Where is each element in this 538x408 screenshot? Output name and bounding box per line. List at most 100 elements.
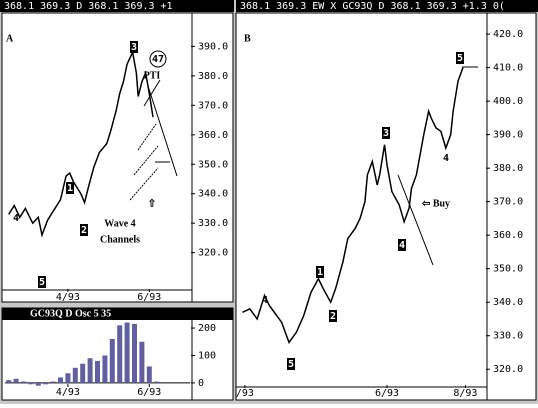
annotation: 1 — [317, 267, 323, 278]
annotation: 5 — [288, 359, 294, 370]
annotation: Wave 4 — [104, 218, 135, 229]
y-tick-label: 390.0 — [493, 130, 523, 141]
y-tick-label: 0 — [198, 378, 204, 389]
osc-bar — [146, 366, 152, 383]
annotation: PTI — [144, 70, 161, 81]
panel-b — [235, 12, 537, 401]
header-a-bg — [0, 0, 234, 12]
osc-bar — [6, 380, 12, 383]
osc-bar — [35, 382, 41, 386]
osc-bar — [13, 378, 19, 383]
annotation: ⇦ Buy — [421, 198, 450, 209]
annotation: 5 — [457, 53, 463, 64]
osc-bar — [65, 373, 71, 383]
y-tick-label: 420.0 — [493, 29, 523, 40]
osc-bar — [124, 322, 130, 383]
wave-box — [316, 266, 324, 278]
y-tick-label: 370.0 — [493, 197, 523, 208]
osc-bar — [154, 381, 160, 383]
y-tick-label: 340.0 — [198, 189, 228, 200]
osc-bar — [28, 382, 34, 385]
osc-bar — [95, 360, 100, 383]
y-tick-label: 330.0 — [198, 218, 228, 229]
y-tick-label: 100 — [198, 350, 216, 361]
osc-bar — [21, 381, 26, 383]
price-line — [242, 67, 464, 345]
osc-bar — [58, 377, 63, 383]
channel-line — [129, 167, 159, 201]
header-osc-bg — [2, 308, 233, 320]
y-tick-label: 330.0 — [493, 331, 523, 342]
wave-box — [38, 276, 46, 288]
y-tick-label: 410.0 — [493, 63, 523, 74]
y-tick-label: 360.0 — [198, 130, 228, 141]
header-b-bg — [236, 0, 538, 12]
x-tick-label: 4/93 — [56, 387, 80, 398]
annotation: 4 — [13, 213, 19, 224]
annotation: 47 — [152, 54, 164, 65]
osc-bar — [87, 358, 93, 383]
osc-bar — [139, 341, 145, 383]
annotation: 5 — [39, 277, 45, 288]
wave-box — [456, 52, 464, 64]
annotation: 3 — [383, 128, 389, 139]
x-tick-label: 6/93 — [137, 292, 161, 303]
annotation: 4 — [443, 153, 449, 164]
panel-title: A — [6, 33, 14, 44]
y-tick-label: 320.0 — [198, 248, 228, 259]
annotation: 1 — [67, 183, 73, 194]
x-tick-label: 6/93 — [137, 387, 161, 398]
y-tick-label: 380.0 — [493, 163, 523, 174]
osc-bar — [80, 363, 86, 383]
y-tick-label: 340.0 — [493, 297, 523, 308]
wave-box — [398, 239, 406, 251]
x-tick-label: 8/93 — [453, 388, 477, 399]
osc-bar — [50, 381, 56, 383]
panel-title: B — [244, 33, 251, 44]
osc-bar — [109, 339, 115, 383]
panel-a — [1, 12, 234, 303]
y-tick-label: 400.0 — [493, 96, 523, 107]
osc-bar — [102, 355, 108, 383]
wave-box — [80, 224, 88, 236]
wave-box — [66, 182, 74, 194]
wave-box — [382, 127, 390, 139]
y-tick-label: 390.0 — [198, 41, 228, 52]
y-tick-label: 350.0 — [198, 159, 228, 170]
wave-box — [329, 310, 337, 322]
panel-title: GC93Q D Osc 5 35 — [30, 308, 111, 319]
trend-line — [397, 174, 434, 266]
y-tick-label: 360.0 — [493, 230, 523, 241]
osc-bar — [72, 367, 78, 383]
annotation: 2 — [81, 225, 87, 236]
annotation: 2 — [330, 311, 336, 322]
channel-line — [143, 79, 161, 107]
fan-line — [147, 85, 178, 177]
channel-lines — [129, 66, 478, 266]
osc-bar — [132, 323, 137, 383]
y-tick-label: 200 — [198, 323, 216, 334]
header-text: 368.1 369.3 EW X GC93Q D 368.1 369.3 +1.… — [240, 1, 505, 12]
channel-line — [137, 123, 157, 151]
pti-circle — [149, 50, 167, 68]
osc-bar — [43, 382, 49, 385]
header-text: 368.1 369.3 D 368.1 369.3 +1 — [4, 1, 173, 12]
x-tick-label: 6/93 — [375, 388, 399, 399]
annotation: 4 — [399, 240, 405, 251]
wave-box — [287, 358, 295, 370]
annotation: Channels — [100, 234, 140, 245]
annotation: 3 — [131, 42, 137, 53]
wave-box — [130, 41, 138, 53]
y-tick-label: 320.0 — [493, 364, 523, 375]
channel-line — [133, 145, 159, 176]
osc-bar — [117, 325, 123, 383]
y-tick-label: 350.0 — [493, 264, 523, 275]
y-tick-label: 370.0 — [198, 100, 228, 111]
x-tick-label: /93 — [236, 388, 254, 399]
x-tick-label: 4/93 — [56, 292, 80, 303]
price-line — [8, 49, 154, 238]
annotation: ⇧ — [148, 198, 156, 209]
annotation: 4 — [262, 295, 268, 306]
y-tick-label: 380.0 — [198, 71, 228, 82]
